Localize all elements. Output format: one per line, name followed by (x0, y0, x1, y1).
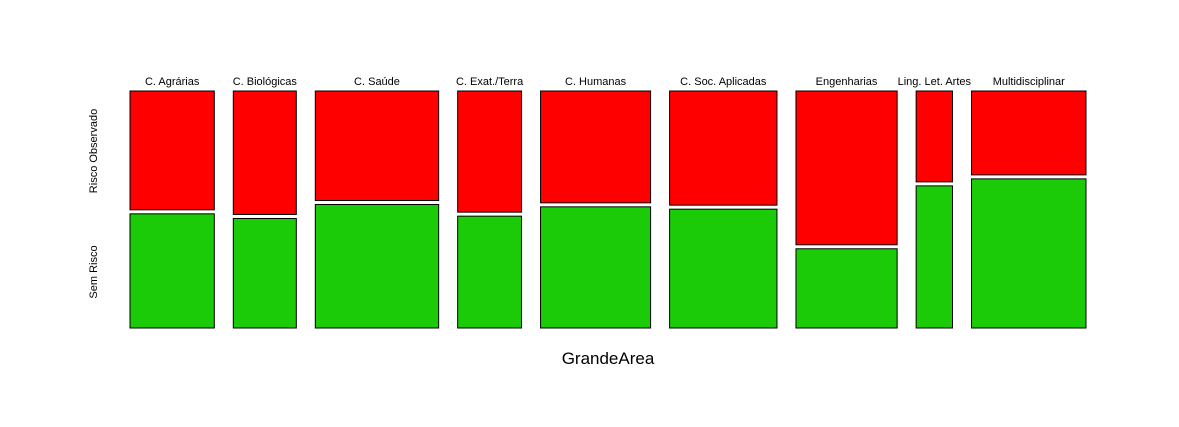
tile-c-soc-aplicadas-sem-risco (669, 208, 778, 329)
category-label-engenharias: Engenharias (816, 76, 878, 88)
row-label-risco-observado: Risco Observado (88, 109, 100, 193)
tile-multidisciplinar-sem-risco (971, 178, 1087, 329)
tile-engenharias-risco-observado (795, 90, 898, 246)
tile-c-humanas-sem-risco (540, 206, 652, 329)
tile-c-agrarias-sem-risco (129, 213, 215, 329)
category-label-c-exat-terra: C. Exat./Terra (456, 76, 524, 88)
category-label-c-biologicas: C. Biológicas (233, 76, 298, 88)
category-label-c-saude: C. Saúde (354, 76, 400, 88)
tile-c-saude-sem-risco (314, 204, 440, 329)
tile-multidisciplinar-risco-observado (971, 90, 1087, 176)
category-label-multidisciplinar: Multidisciplinar (993, 76, 1065, 88)
tile-c-exat-terra-sem-risco (457, 215, 523, 329)
tile-ling-let-artes-risco-observado (915, 90, 954, 183)
category-labels: C. Agrárias C. Biológicas C. Saúde C. Ex… (145, 76, 1065, 88)
tile-c-biologicas-sem-risco (232, 217, 297, 329)
tile-c-soc-aplicadas-risco-observado (669, 90, 778, 206)
mosaic-tiles (129, 90, 1087, 329)
tile-c-humanas-risco-observado (540, 90, 652, 204)
category-label-c-agrarias: C. Agrárias (145, 76, 200, 88)
tile-engenharias-sem-risco (795, 248, 898, 329)
tile-c-agrarias-risco-observado (129, 90, 215, 211)
x-axis-title: GrandeArea (562, 349, 655, 368)
row-label-sem-risco: Sem Risco (88, 245, 100, 298)
tile-c-biologicas-risco-observado (232, 90, 297, 215)
category-label-ling-let-artes: Ling. Let. Artes (898, 76, 972, 88)
tile-c-exat-terra-risco-observado (457, 90, 523, 213)
tile-c-saude-risco-observado (314, 90, 440, 202)
category-label-c-humanas: C. Humanas (565, 76, 627, 88)
category-label-c-soc-aplicadas: C. Soc. Aplicadas (680, 76, 767, 88)
tile-ling-let-artes-sem-risco (915, 185, 954, 329)
